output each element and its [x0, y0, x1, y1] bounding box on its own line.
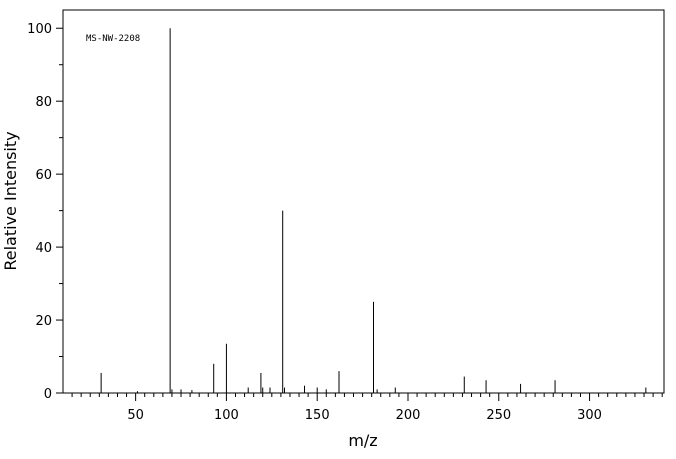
- x-tick-label: 100: [214, 408, 239, 423]
- y-tick-label: 20: [35, 314, 52, 329]
- y-tick-label: 80: [35, 95, 52, 110]
- y-tick-label: 0: [44, 387, 52, 402]
- x-tick-label: 250: [486, 408, 511, 423]
- y-axis-label: Relative Intensity: [1, 131, 20, 270]
- x-tick-label: 200: [396, 408, 421, 423]
- plot-frame: [62, 9, 665, 394]
- x-tick-label: 50: [127, 408, 144, 423]
- y-tick-label: 40: [35, 241, 52, 256]
- y-tick-label: 60: [35, 168, 52, 183]
- x-tick-label: 150: [305, 408, 330, 423]
- x-axis-label: m/z: [348, 431, 377, 450]
- x-tick-label: 300: [577, 408, 602, 423]
- annotation: MS-NW-2208: [86, 34, 140, 44]
- y-tick-label: 100: [27, 22, 52, 37]
